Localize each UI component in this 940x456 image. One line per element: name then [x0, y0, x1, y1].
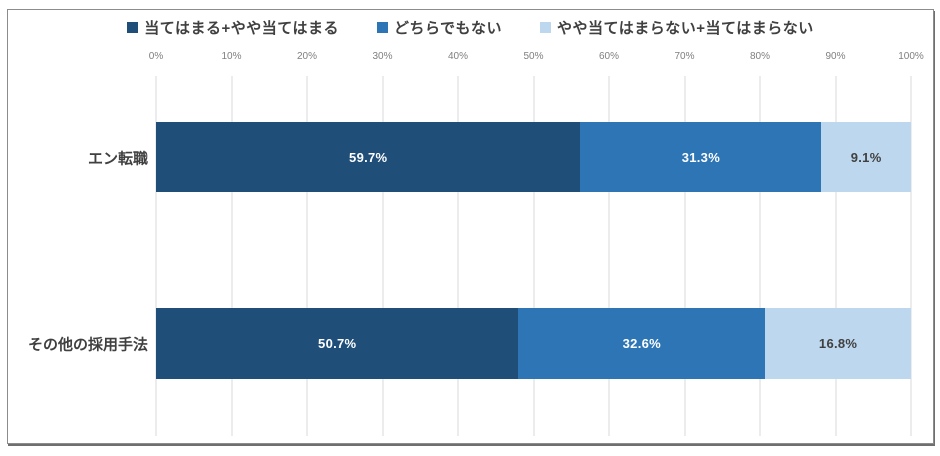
bar-segment-label: 31.3% [681, 149, 721, 165]
chart-legend: 当てはまる+やや当てはまる どちらでもない やや当てはまらない+当てはまらない [8, 17, 933, 38]
bar-segment: 9.1% [821, 122, 911, 192]
legend-item-label: 当てはまる+やや当てはまる [144, 20, 339, 37]
plot-area: 59.7% 31.3% 9.1% 50.7% 32.6% 16.8% [155, 76, 912, 436]
bar-segment-label: 16.8% [818, 336, 858, 351]
x-axis-tick-label: 100% [898, 51, 924, 62]
x-axis-tick-label: 90% [825, 51, 846, 62]
x-axis-tick-label: 70% [674, 51, 695, 62]
category-label: エン転職 [87, 150, 148, 168]
legend-item: どちらでもない [376, 17, 503, 38]
gridline [306, 76, 308, 436]
bar-row: 50.7% 32.6% 16.8% [156, 308, 911, 379]
gridline [608, 76, 610, 436]
legend-item-label: やや当てはまらない+当てはまらない [557, 20, 814, 37]
bar-segment-label: 32.6% [622, 336, 662, 351]
gridline [155, 76, 157, 436]
x-axis-tick-label: 50% [523, 51, 544, 62]
legend-item: 当てはまる+やや当てはまる [127, 17, 339, 38]
legend-item-label: どちらでもない [393, 20, 503, 37]
legend-swatch-icon [540, 22, 552, 33]
gridline [910, 76, 912, 436]
x-axis-tick-label: 60% [598, 51, 620, 62]
chart-frame: 当てはまる+やや当てはまる どちらでもない やや当てはまらない+当てはまらない 0%… [7, 9, 934, 444]
gridline [684, 76, 685, 436]
x-axis-tick-label: 30% [372, 51, 393, 62]
bar-segment: 50.7% [156, 308, 519, 379]
bar-segment-label: 59.7% [349, 149, 388, 165]
bar-segment: 32.6% [518, 308, 766, 379]
x-axis-tick-label: 80% [749, 51, 771, 62]
x-axis-tick-label: 40% [447, 51, 469, 62]
gridline [457, 76, 459, 436]
bar-segment: 16.8% [765, 308, 911, 379]
bar-segment: 59.7% [156, 122, 581, 192]
legend-swatch-icon [127, 22, 139, 33]
gridline [533, 76, 534, 436]
gridline [382, 76, 383, 436]
x-axis-tick-row: 0% 10% 20% 30% 40% 50% 60% 70% 80% 90% 100% [149, 51, 924, 65]
bar-segment-label: 9.1% [850, 149, 882, 165]
category-label: その他の採用手法 [27, 336, 148, 354]
legend-swatch-icon [376, 22, 388, 33]
legend-item: やや当てはまらない+当てはまらない [540, 17, 814, 38]
gridline [835, 76, 836, 436]
bar-segment-label: 50.7% [318, 336, 357, 351]
bar-row: 59.7% 31.3% 9.1% [156, 122, 911, 192]
x-axis-tick-label: 0% [148, 51, 164, 62]
x-axis-tick-label: 20% [296, 51, 318, 62]
gridline [759, 76, 761, 436]
gridline [231, 76, 232, 436]
bar-segment: 31.3% [580, 122, 822, 192]
x-axis-tick-label: 10% [221, 51, 242, 62]
